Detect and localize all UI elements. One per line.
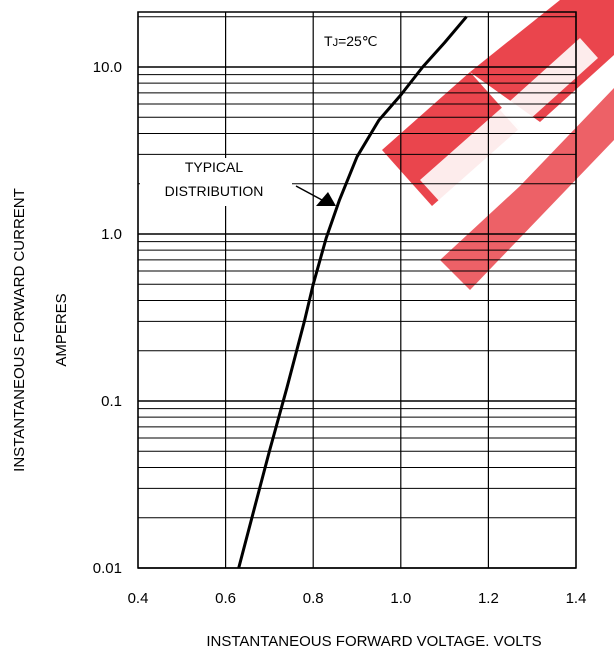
x-tick-label: 0.8: [303, 590, 324, 607]
y-tick-label: 10.0: [93, 59, 122, 76]
series-layer: [237, 15, 468, 569]
plot-frame: [137, 11, 577, 569]
y-tick-label: 0.01: [93, 560, 122, 577]
y-axis-title-line-2: AMPERES: [53, 293, 70, 366]
x-tick-label: 1.2: [478, 590, 499, 607]
y-tick-label: 0.1: [101, 393, 122, 410]
x-tick-label: 0.6: [215, 590, 236, 607]
annotation-line-2: DISTRIBUTION: [165, 183, 264, 199]
annotation-arrowhead: [316, 192, 336, 206]
annotation-line-1: TYPICAL: [185, 159, 244, 175]
x-tick-label: 1.4: [566, 590, 587, 607]
y-tick-label: 1.0: [101, 226, 122, 243]
axis-tick-labels: 0.4 0.6 0.8 1.0 1.2 1.4 0.01 0.1 1.0 10.0: [93, 59, 587, 607]
x-tick-label: 1.0: [390, 590, 411, 607]
y-axis-title-line-1: INSTANTANEOUS FORWARD CURRENT: [11, 188, 28, 472]
typical-distribution-annotation: TYPICAL DISTRIBUTION: [140, 158, 336, 206]
annotation-arrow-shaft: [295, 185, 323, 201]
x-axis-title: INSTANTANEOUS FORWARD VOLTAGE. VOLTS: [206, 633, 541, 650]
watermark-logo: [382, 0, 614, 290]
series-line: [237, 15, 468, 569]
tj-annotation: TJ=25℃: [324, 33, 378, 49]
x-tick-label: 0.4: [128, 590, 149, 607]
